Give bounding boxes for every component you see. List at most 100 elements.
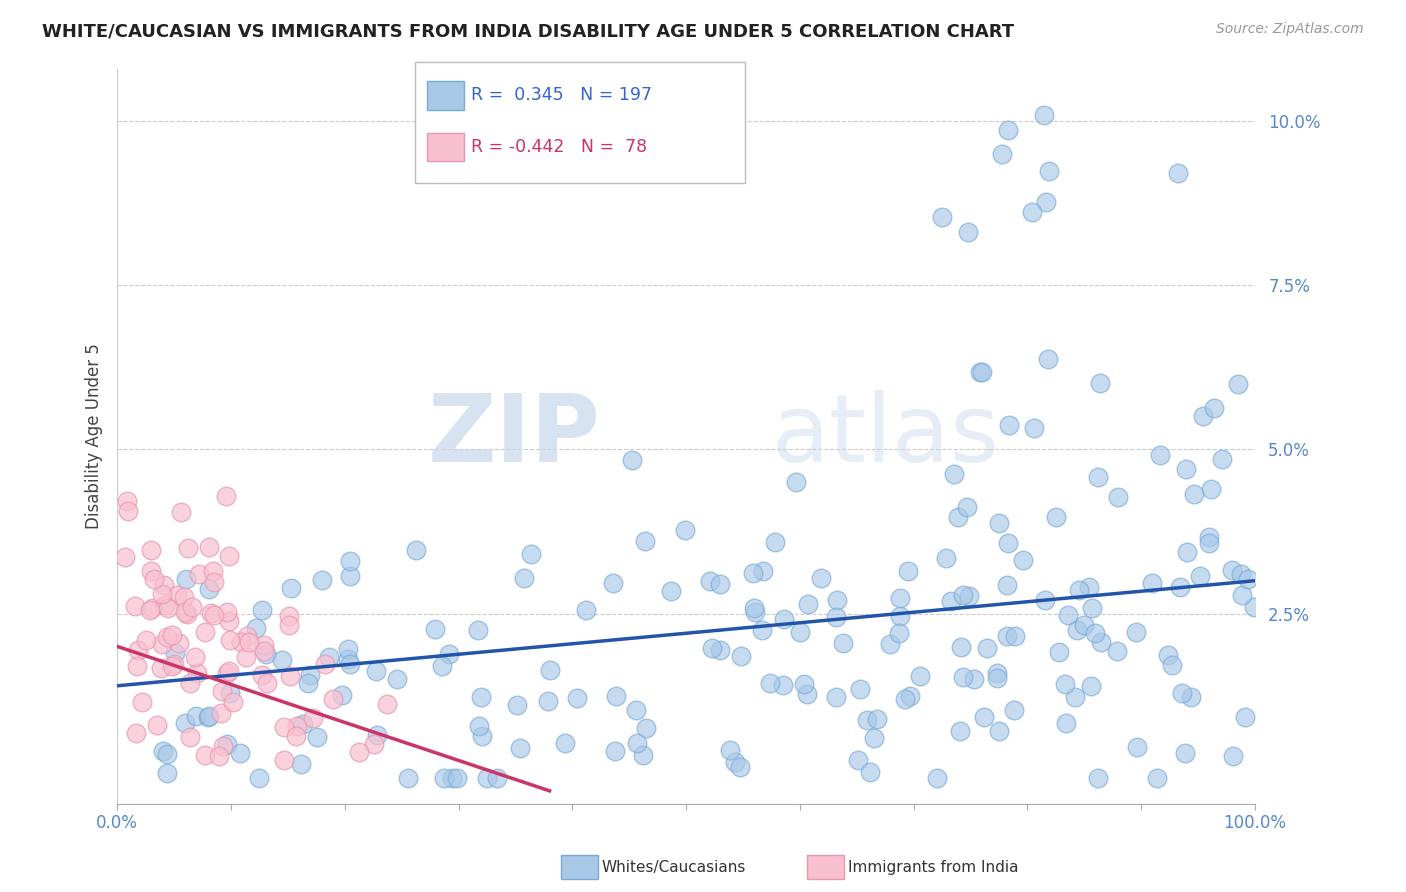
Point	[898, 690, 921, 704]
Point	[423, 622, 446, 636]
Point	[215, 666, 238, 681]
Point	[273, 720, 295, 734]
Point	[997, 123, 1019, 137]
Point	[156, 601, 179, 615]
Point	[290, 757, 312, 772]
Point	[810, 571, 832, 585]
Point	[200, 606, 222, 620]
Point	[254, 648, 277, 662]
Point	[1004, 629, 1026, 643]
Point	[278, 668, 301, 682]
Point	[179, 731, 201, 745]
Point	[634, 721, 657, 735]
Point	[339, 657, 361, 672]
Point	[396, 771, 419, 785]
Point	[198, 582, 221, 596]
Point	[194, 747, 217, 762]
Point	[218, 549, 240, 564]
Point	[1220, 563, 1243, 577]
Point	[730, 648, 752, 663]
Point	[995, 629, 1018, 643]
Point	[145, 718, 167, 732]
Point	[956, 500, 979, 514]
Text: Immigrants from India: Immigrants from India	[848, 860, 1018, 874]
Point	[131, 695, 153, 709]
Point	[949, 723, 972, 738]
Point	[1230, 566, 1253, 581]
Point	[305, 730, 328, 744]
Point	[150, 637, 173, 651]
Point	[970, 366, 993, 380]
Point	[1227, 376, 1250, 391]
Point	[141, 542, 163, 557]
Point	[506, 698, 529, 712]
Point	[437, 648, 460, 662]
Point	[277, 617, 299, 632]
Point	[858, 765, 880, 780]
Point	[824, 610, 846, 624]
Point	[256, 676, 278, 690]
Point	[176, 572, 198, 586]
Point	[673, 523, 696, 537]
Point	[793, 677, 815, 691]
Point	[742, 600, 765, 615]
Point	[602, 576, 624, 591]
Point	[124, 599, 146, 613]
Point	[554, 736, 576, 750]
Point	[155, 598, 177, 612]
Point	[180, 599, 202, 614]
Point	[789, 624, 811, 639]
Point	[1237, 572, 1260, 586]
Point	[219, 686, 242, 700]
Point	[176, 607, 198, 622]
Point	[897, 564, 920, 578]
Point	[537, 693, 560, 707]
Point	[211, 739, 233, 753]
Point	[1038, 164, 1060, 178]
Point	[1032, 108, 1054, 122]
Point	[575, 603, 598, 617]
Point	[700, 641, 723, 656]
Point	[363, 737, 385, 751]
Point	[1035, 194, 1057, 209]
Point	[1033, 593, 1056, 607]
Point	[1054, 715, 1077, 730]
Point	[634, 534, 657, 549]
Point	[848, 682, 870, 697]
Point	[1188, 569, 1211, 583]
Text: R =  0.345   N = 197: R = 0.345 N = 197	[471, 87, 652, 104]
Point	[433, 771, 456, 785]
Point	[887, 626, 910, 640]
Point	[250, 603, 273, 617]
Point	[773, 612, 796, 626]
Point	[925, 771, 948, 785]
Point	[969, 366, 991, 380]
Point	[796, 597, 818, 611]
Point	[184, 650, 207, 665]
Point	[620, 452, 643, 467]
Point	[247, 771, 270, 785]
Point	[160, 628, 183, 642]
Point	[297, 676, 319, 690]
Point	[661, 583, 683, 598]
Point	[339, 569, 361, 583]
Point	[825, 690, 848, 704]
Point	[179, 675, 201, 690]
Point	[1198, 530, 1220, 544]
Point	[314, 657, 336, 672]
Point	[1199, 482, 1222, 496]
Point	[475, 771, 498, 785]
Point	[1161, 657, 1184, 672]
Point	[952, 670, 974, 684]
Point	[772, 678, 794, 692]
Point	[1087, 470, 1109, 484]
Point	[1191, 409, 1213, 424]
Point	[174, 605, 197, 619]
Point	[538, 663, 561, 677]
Point	[1053, 677, 1076, 691]
Point	[728, 760, 751, 774]
Point	[976, 641, 998, 656]
Point	[187, 567, 209, 582]
Point	[156, 765, 179, 780]
Point	[509, 740, 531, 755]
